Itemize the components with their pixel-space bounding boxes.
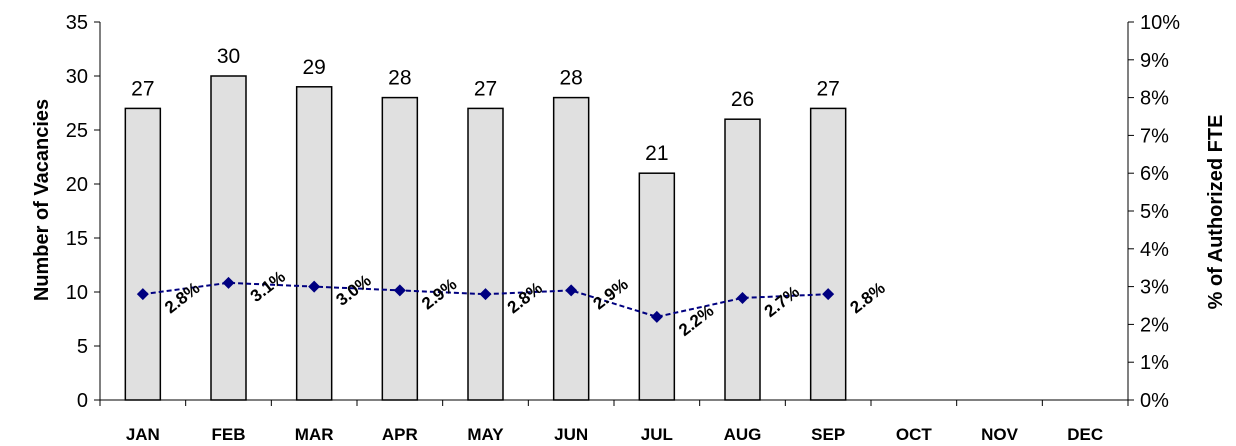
y2-tick-label: 7% — [1140, 125, 1169, 147]
y2-tick-label: 4% — [1140, 239, 1169, 261]
y-tick-label: 10 — [66, 282, 88, 304]
bar-value-label: 28 — [559, 67, 582, 90]
percent-data-label: 2.9% — [418, 275, 460, 314]
x-category-label: DEC — [1067, 425, 1103, 444]
y-tick-label: 20 — [66, 174, 88, 196]
percent-marker — [136, 288, 149, 301]
bar — [381, 96, 419, 401]
y2-tick-label: 10% — [1140, 12, 1180, 34]
percent-marker — [565, 284, 578, 297]
percent-marker — [222, 276, 235, 289]
bars-group — [124, 75, 847, 401]
percent-line — [142, 281, 829, 318]
percent-marker — [393, 284, 406, 297]
x-category-label: AUG — [724, 425, 762, 444]
y2-tick-label: 8% — [1140, 88, 1169, 110]
y2-tick-label: 3% — [1140, 277, 1169, 299]
percent-data-label: 3.0% — [332, 271, 374, 310]
bar-value-label: 27 — [131, 77, 154, 100]
y2-tick-label: 9% — [1140, 50, 1169, 72]
y2-tick-label: 5% — [1140, 201, 1169, 223]
x-category-label: SEP — [811, 425, 845, 444]
y-tick-label: 5 — [77, 336, 88, 358]
percent-line-group — [136, 276, 835, 323]
percent-data-label: 2.9% — [589, 275, 631, 314]
bar-value-label: 30 — [217, 45, 240, 68]
y-tick-label: 0 — [77, 390, 88, 412]
x-category-label: MAR — [295, 425, 334, 444]
x-category-label: FEB — [212, 425, 246, 444]
bar — [638, 172, 676, 401]
bar-value-label: 26 — [731, 88, 754, 111]
y-tick-label: 30 — [66, 66, 88, 88]
bar — [467, 107, 504, 401]
bar-value-label: 21 — [645, 142, 668, 165]
percent-data-label: 3.1% — [247, 267, 289, 306]
percent-marker — [650, 310, 663, 323]
y2-tick-label: 1% — [1140, 352, 1169, 374]
x-category-label: MAY — [467, 425, 504, 444]
bar — [210, 75, 247, 401]
percent-data-label: 2.2% — [675, 301, 717, 340]
y2-tick-label: 2% — [1140, 314, 1169, 336]
bar — [552, 96, 590, 401]
percent-marker — [822, 288, 835, 301]
x-category-label: NOV — [981, 425, 1019, 444]
x-category-label: JUL — [641, 425, 673, 444]
percent-data-label: 2.7% — [761, 282, 803, 321]
percent-marker — [308, 280, 321, 293]
y2-axis-title: % of Authorized FTE — [1205, 115, 1227, 310]
bar-value-label: 27 — [816, 77, 839, 100]
percent-data-label: 2.8% — [846, 278, 888, 317]
bar — [124, 107, 162, 401]
y-tick-label: 25 — [66, 120, 88, 142]
bar-value-label: 29 — [302, 56, 325, 79]
bar-value-label: 28 — [388, 67, 411, 90]
percent-data-label: 2.8% — [504, 278, 546, 317]
y-tick-label: 15 — [66, 228, 88, 250]
bar — [295, 86, 333, 401]
bar — [809, 107, 847, 401]
x-category-label: APR — [382, 425, 418, 444]
percent-data-label: 2.8% — [161, 278, 203, 317]
percent-marker — [736, 291, 749, 304]
y-tick-label: 35 — [66, 12, 88, 34]
y-axis-title: Number of Vacancies — [31, 99, 53, 301]
x-category-label: OCT — [896, 425, 933, 444]
x-category-label: JUN — [554, 425, 588, 444]
axes: 0 5 10 15 20 25 30 35 0% 1% 2% 3% 4% 5% 6% 7% 8% 9% 10% JAN… — [66, 12, 1180, 444]
bar-value-label: 27 — [474, 77, 497, 100]
y2-tick-label: 6% — [1140, 163, 1169, 185]
x-category-label: JAN — [126, 425, 160, 444]
y2-tick-label: 0% — [1140, 390, 1169, 412]
bar — [724, 118, 761, 401]
percent-marker — [479, 288, 492, 301]
